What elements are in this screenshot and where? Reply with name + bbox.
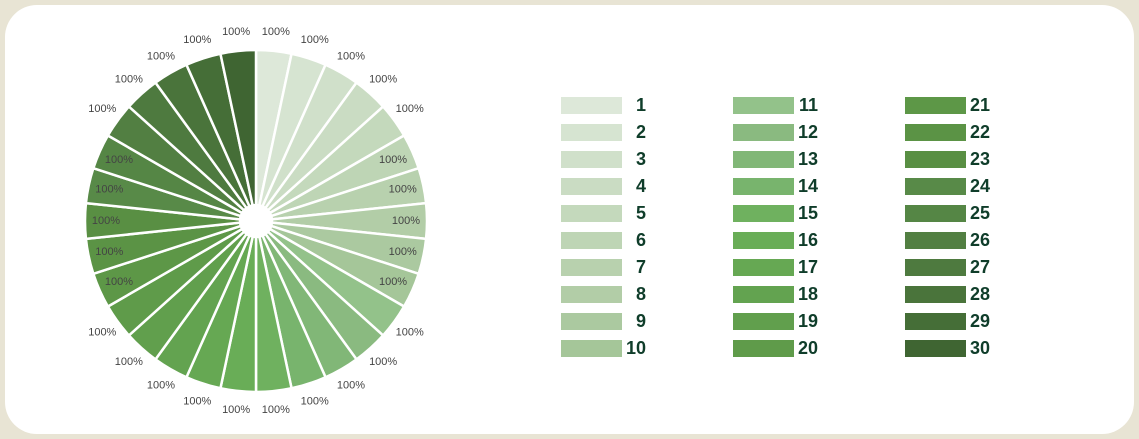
pie-slice: [218, 48, 258, 207]
slice-label: 100%: [183, 396, 211, 408]
legend-swatch: [905, 97, 966, 114]
slice-label: 100%: [369, 74, 397, 86]
slice-label: 100%: [389, 246, 417, 258]
slice-label: 100%: [105, 154, 133, 166]
slice-label: 100%: [396, 327, 424, 339]
slice-label: 100%: [115, 74, 143, 86]
legend-swatch: [733, 340, 794, 357]
legend-label: 20: [798, 338, 818, 358]
slice-label: 100%: [147, 50, 175, 62]
slice-label: 100%: [88, 103, 116, 115]
legend-label: 17: [798, 257, 818, 277]
legend-swatch: [733, 313, 794, 330]
slice-label: 100%: [95, 246, 123, 258]
legend-swatch: [561, 313, 622, 330]
slice-label: 100%: [92, 215, 120, 227]
slice-label: 100%: [262, 26, 290, 38]
legend-swatch: [905, 205, 966, 222]
slice-label: 100%: [379, 154, 407, 166]
legend-swatch: [905, 259, 966, 276]
legend-swatch: [905, 286, 966, 303]
legend-swatch: [905, 340, 966, 357]
legend-label: 14: [798, 176, 818, 196]
legend-swatch: [561, 205, 622, 222]
slice-label: 100%: [369, 356, 397, 368]
legend-label: 15: [798, 203, 818, 223]
legend-swatch: [733, 97, 794, 114]
legend-swatch: [905, 124, 966, 141]
legend-label: 29: [970, 311, 990, 331]
slice-label: 100%: [95, 184, 123, 196]
legend-label: 26: [970, 230, 990, 250]
legend-swatch: [905, 313, 966, 330]
legend-label: 18: [798, 284, 818, 304]
legend-swatch: [561, 286, 622, 303]
slice-label: 100%: [222, 404, 250, 416]
legend-swatch: [561, 151, 622, 168]
slice-label: 100%: [115, 356, 143, 368]
legend-label: 3: [636, 149, 646, 169]
legend-label: 12: [798, 122, 818, 142]
legend-label: 25: [970, 203, 990, 223]
slice-label: 100%: [147, 379, 175, 391]
legend-label: 2: [636, 122, 646, 142]
legend-label: 28: [970, 284, 990, 304]
legend-swatch: [561, 232, 622, 249]
slice-label: 100%: [262, 404, 290, 416]
legend-label: 13: [798, 149, 818, 169]
legend-swatch: [733, 286, 794, 303]
legend-swatch: [561, 340, 622, 357]
legend-label: 24: [970, 176, 990, 196]
legend-label: 19: [798, 311, 818, 331]
legend-swatch: [561, 124, 622, 141]
legend-swatch: [905, 232, 966, 249]
slice-label: 100%: [389, 184, 417, 196]
slice-label: 100%: [105, 276, 133, 288]
legend-label: 8: [636, 284, 646, 304]
legend-label: 27: [970, 257, 990, 277]
legend-label: 10: [626, 338, 646, 358]
slice-label: 100%: [88, 327, 116, 339]
legend-swatch: [733, 232, 794, 249]
slice-label: 100%: [379, 276, 407, 288]
legend-swatch: [905, 178, 966, 195]
legend-label: 22: [970, 122, 990, 142]
legend-label: 9: [636, 311, 646, 331]
legend-label: 21: [970, 95, 990, 115]
slice-label: 100%: [337, 50, 365, 62]
slice-label: 100%: [301, 396, 329, 408]
legend-swatch: [561, 97, 622, 114]
slice-label: 100%: [392, 215, 420, 227]
legend-label: 30: [970, 338, 990, 358]
legend-label: 4: [636, 176, 646, 196]
slice-label: 100%: [222, 26, 250, 38]
legend-label: 1: [636, 95, 646, 115]
legend-label: 5: [636, 203, 646, 223]
legend-swatch: [733, 205, 794, 222]
slice-label: 100%: [396, 103, 424, 115]
legend-label: 7: [636, 257, 646, 277]
slice-label: 100%: [183, 34, 211, 46]
legend-swatch: [905, 151, 966, 168]
legend-swatch: [733, 259, 794, 276]
slice-label: 100%: [337, 379, 365, 391]
legend-label: 11: [799, 95, 818, 115]
legend-label: 16: [798, 230, 818, 250]
legend-swatch: [561, 259, 622, 276]
slice-label: 100%: [301, 34, 329, 46]
legend-swatch: [561, 178, 622, 195]
legend-label: 6: [636, 230, 646, 250]
legend-label: 23: [970, 149, 990, 169]
legend-swatch: [733, 178, 794, 195]
legend-swatch: [733, 124, 794, 141]
legend-swatch: [733, 151, 794, 168]
